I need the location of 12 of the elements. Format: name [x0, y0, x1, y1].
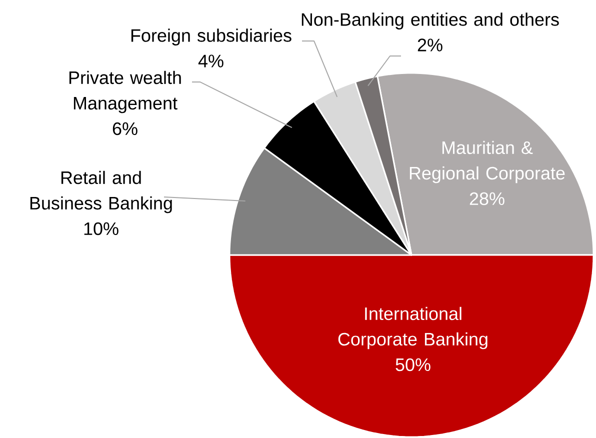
slice-label: Mauritian & Regional Corporate — [410, 140, 565, 184]
slice-label: Non-Banking entities and others — [302, 12, 559, 30]
slice-label: International Corporate Banking — [338, 306, 488, 350]
slice-label: Foreign subsidiaries — [131, 28, 292, 46]
data-label: 6% — [112, 122, 138, 136]
data-label: 2% — [418, 38, 442, 52]
data-label: 28% — [470, 192, 504, 206]
data-label: 4% — [198, 54, 224, 68]
slice-label: Private wealth Management — [69, 70, 181, 114]
slice-label: Retail and Business Banking — [30, 170, 172, 214]
data-label: 10% — [84, 222, 118, 236]
data-label: 50% — [396, 358, 430, 372]
